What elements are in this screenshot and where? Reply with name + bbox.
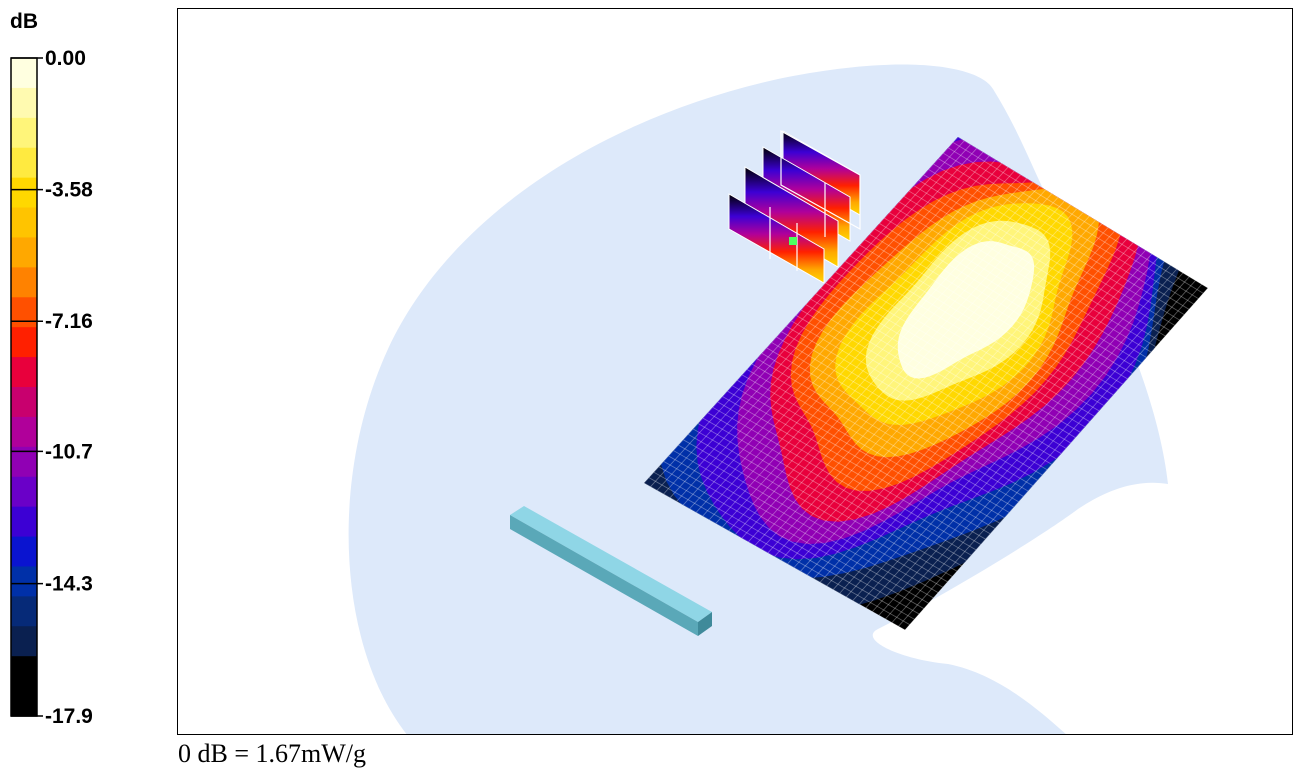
colorbar-tick-label: -3.58 bbox=[45, 179, 93, 202]
colorbar-band bbox=[11, 118, 37, 149]
colorbar-band bbox=[11, 686, 37, 717]
colorbar-band bbox=[11, 327, 37, 358]
colorbar-band bbox=[11, 537, 37, 568]
colorbar: dB 0.00 -3.58 -7.16 -10.7 -14.3 -17.9 bbox=[0, 0, 176, 775]
colorbar-tick-label: -7.16 bbox=[45, 310, 93, 333]
sar-field-plot bbox=[178, 9, 1293, 735]
colorbar-tick-label: -14.3 bbox=[45, 573, 93, 596]
sar-plot-frame bbox=[177, 8, 1293, 735]
peak-location-marker bbox=[789, 237, 797, 245]
colorbar-band bbox=[11, 58, 37, 89]
colorbar-unit-label: dB bbox=[10, 10, 38, 33]
colorbar-band bbox=[11, 596, 37, 627]
colorbar-band bbox=[11, 267, 37, 298]
colorbar-tick-label: -10.7 bbox=[45, 440, 93, 463]
colorbar-band bbox=[11, 148, 37, 179]
colorbar-band bbox=[11, 357, 37, 388]
colorbar-tick-label: -17.9 bbox=[45, 705, 93, 728]
colorbar-band bbox=[11, 297, 37, 328]
colorbar-band bbox=[11, 178, 37, 209]
colorbar-band bbox=[11, 387, 37, 418]
colorbar-band bbox=[11, 237, 37, 268]
colorbar-band bbox=[11, 626, 37, 657]
colorbar-band bbox=[11, 507, 37, 538]
colorbar-band bbox=[11, 566, 37, 597]
colorbar-band bbox=[11, 88, 37, 119]
colorbar-band bbox=[11, 417, 37, 448]
colorbar-band bbox=[11, 656, 37, 687]
reference-note: 0 dB = 1.67mW/g bbox=[178, 739, 366, 769]
colorbar-band bbox=[11, 477, 37, 508]
colorbar-tick-label: 0.00 bbox=[45, 47, 86, 70]
colorbar-band bbox=[11, 208, 37, 239]
colorbar-bands bbox=[11, 58, 37, 717]
